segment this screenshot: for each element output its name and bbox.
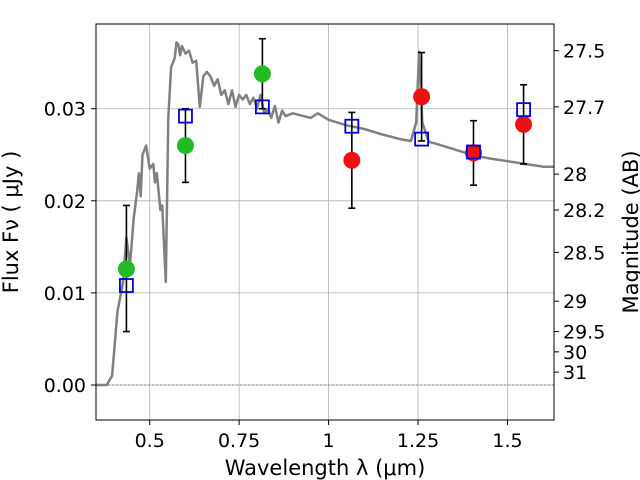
model-spectrum-line (96, 41, 554, 387)
x-tick-label: 1.5 (492, 430, 522, 452)
y2-tick-label: 30 (563, 342, 587, 364)
model-square-point (344, 118, 360, 134)
photometry-point (515, 115, 533, 133)
x-tick-label: 1 (323, 430, 335, 452)
series-layer (96, 37, 554, 387)
y2-tick-label: 29 (563, 291, 587, 313)
photometry-point (117, 260, 135, 278)
model-square-point (119, 278, 134, 293)
y-tick-label: 0.01 (44, 283, 86, 305)
x-tick-label: 0.5 (135, 430, 165, 452)
photometry-point (176, 137, 194, 155)
photometry-point (343, 151, 361, 169)
y2-tick-label: 28 (563, 164, 587, 186)
y-axis-label: Flux Fν ( μJy ) (0, 151, 23, 294)
grid-lines (96, 24, 554, 420)
model-square-point (178, 108, 193, 124)
y2-tick-label: 27.5 (563, 41, 605, 63)
y2-tick-label: 28.5 (563, 242, 605, 264)
model-square-point (466, 144, 481, 160)
model-square-point (414, 131, 430, 147)
photometry-point (464, 144, 482, 162)
y2-axis-label: Magnitude (AB) (619, 150, 640, 313)
photometry-point (253, 65, 271, 83)
x-tick-label: 0.75 (218, 430, 260, 452)
x-tick-label: 1.25 (397, 430, 439, 452)
y2-tick-label: 31 (563, 362, 587, 384)
x-axis-label: Wavelength λ (μm) (225, 456, 426, 480)
y-axis-ticks: 0.00 0.01 0.02 0.03 (44, 99, 96, 397)
photometry-point (413, 88, 431, 106)
plot-frame (95, 23, 555, 421)
model-square-point (254, 99, 270, 115)
y-tick-label: 0.00 (44, 375, 86, 397)
y2-tick-label: 29.5 (563, 322, 605, 344)
y-tick-label: 0.03 (44, 99, 86, 121)
x-axis-ticks: 0.5 0.75 1 1.25 1.5 (135, 420, 523, 452)
y2-tick-label: 27.7 (563, 97, 605, 119)
y2-tick-label: 28.2 (563, 200, 605, 222)
y-tick-label: 0.02 (44, 191, 86, 213)
model-square-point (516, 102, 531, 118)
